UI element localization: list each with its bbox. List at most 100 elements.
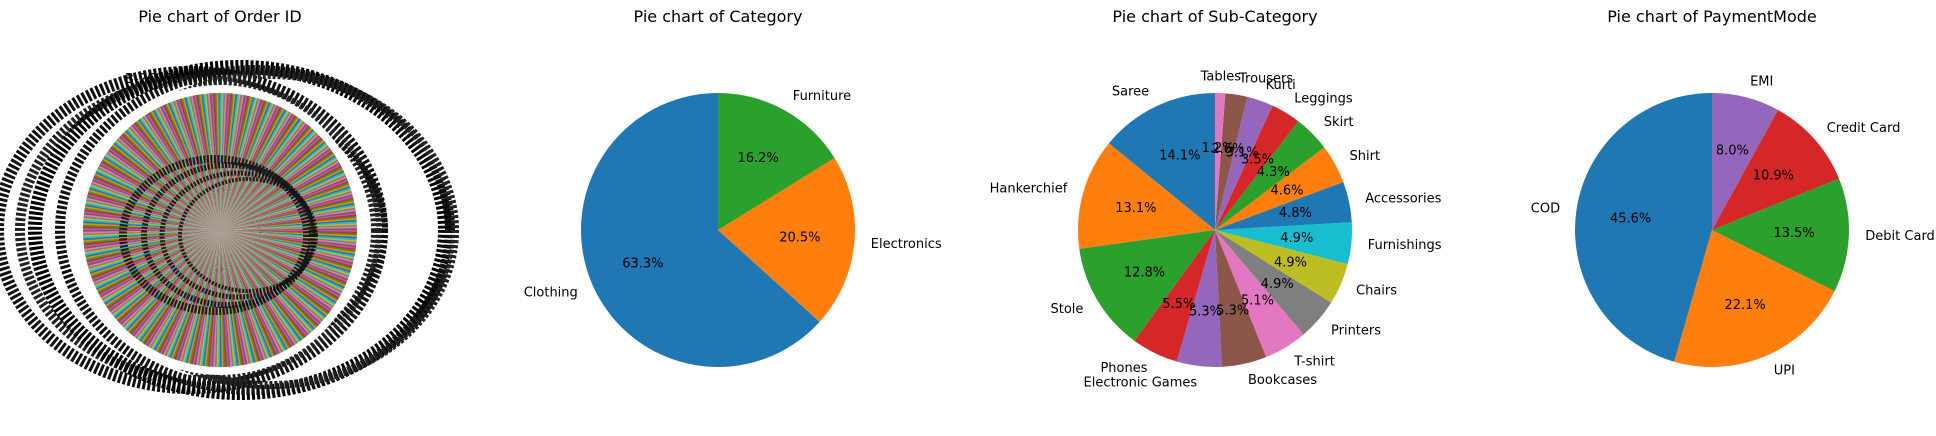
pie-slice [220,230,321,326]
pie-slice [220,133,319,230]
pie-slice [187,230,220,364]
pie-slice [132,123,220,230]
percentage-ring [178,177,318,293]
slice-percentage: 10.9% [1753,168,1794,183]
pie-slice [121,230,220,327]
pie-slice [105,230,220,307]
pie-slice [220,230,352,270]
pie-slice [157,230,220,353]
slice-percentage: 5.5% [1162,297,1195,312]
pie-slice [1215,230,1304,358]
category-slices [580,93,856,367]
pie-slice [184,230,220,363]
pie-slice [220,116,298,230]
pie-slice [202,230,220,367]
pie-slice [151,230,220,350]
pie-slice [83,221,220,230]
pie-slice [220,230,334,310]
pie-slice [101,230,220,301]
pie-slice [154,230,220,352]
pie-slice [220,230,305,339]
pie-slice [220,230,357,239]
pie-slice [143,115,220,230]
pie-slice [220,230,325,320]
pie-slice [220,147,331,230]
pie-slice [139,118,220,230]
pie-slice [192,230,220,365]
pie-slice [101,159,220,230]
pie-slice [220,230,357,246]
chart-title: Pie chart of Category [634,7,803,26]
pie-slice [213,230,220,367]
pie-slice [88,190,220,230]
pie-slice [220,94,243,230]
pie-slice [94,173,220,230]
pie-slice [107,149,220,230]
pie-slice [99,230,220,297]
pie-slice [155,230,220,352]
pie-slice [98,230,220,295]
pie-slice [123,131,220,230]
pie-slice [220,230,323,323]
pie-slice [100,230,220,300]
sub-category-pie-chart: Pie chart of Sub-Category Saree 14.1% Hank… [990,7,1442,390]
pie-slice [117,137,220,230]
pie-slice [220,159,339,230]
slice-label: Accessories [1365,191,1441,206]
slice-percentage: 14.1% [1159,149,1200,164]
pie-slice [220,230,356,249]
pie-slice [220,230,341,298]
pie-slice [220,163,341,230]
pie-slice [220,230,284,353]
slice-label: Electronics [871,237,942,252]
pie-slice [1215,93,1226,230]
slice-percentage: 8.0% [1716,143,1749,158]
pie-slice [220,134,320,230]
label-ring [55,65,455,395]
slice-label: Bookcases [1248,373,1317,388]
slice-label: Hankerchief [990,182,1068,197]
pie-slice [220,230,357,243]
pie-slice [220,93,227,230]
pie-slice [220,141,326,230]
slice-label: Leggings [1294,92,1353,107]
percentage-ring [119,155,311,315]
pie-slice [160,230,220,355]
pie-slice [220,157,338,230]
pie-slice [127,127,220,230]
pie-slice [220,230,304,340]
pie-slice [1674,230,1835,367]
payment-mode-pie-chart: Pie chart of PaymentMode COD 45.6% UPI 22.1… [1531,7,1935,379]
label-ring [81,71,459,389]
slice-percentage: 5.3% [1189,305,1222,320]
pie-slice [201,230,220,366]
sub-category-slices [1078,92,1352,368]
pie-slice [117,230,220,323]
pie-slice [220,230,329,315]
pie-slice [104,155,220,230]
pie-slice [220,93,229,230]
pie-slice [220,230,355,256]
pie-slice [145,230,220,346]
pie-slice [89,187,220,230]
pie-slice [220,230,345,289]
order-id-pie-chart: Pie chart of Order ID B-26056 [0,7,459,400]
pie-slice [220,230,299,344]
pie-slice [113,142,220,230]
pie-slice [220,230,357,236]
pie-slice [1712,93,1778,230]
pie-slice [220,115,297,230]
pie-slice [1079,230,1215,341]
pie-slice [220,230,344,292]
pie-slice [96,230,220,291]
pie-slice [152,230,220,351]
pie-slice [114,230,220,319]
pie-slice [134,230,220,338]
pie-slice [111,230,220,315]
pie-slice [176,230,220,361]
pie-slice [220,230,333,311]
pie-slice [220,230,290,350]
pie-slice [1215,230,1348,303]
pie-slice [84,209,220,230]
pie-slice [220,142,327,230]
